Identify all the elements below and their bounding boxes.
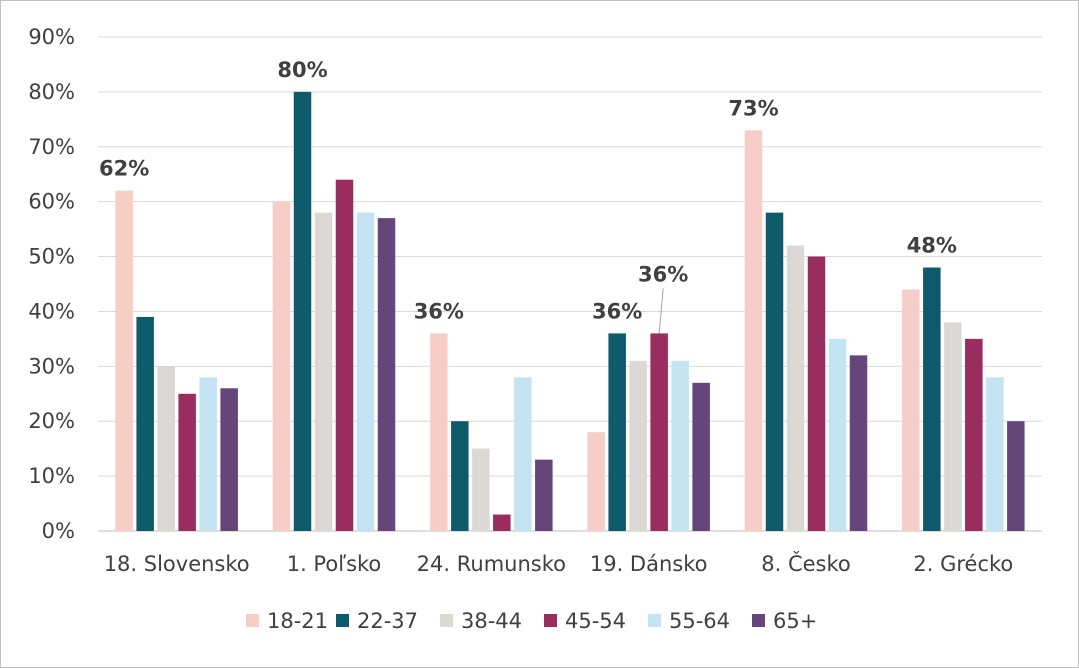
legend-swatch <box>648 614 661 627</box>
bar-55-64-1 <box>356 212 375 531</box>
bar-18-21-3 <box>587 432 605 531</box>
legend-label: 65+ <box>773 609 817 633</box>
bar-38-44-0 <box>157 366 175 531</box>
y-tick-label: 70% <box>28 135 75 159</box>
y-tick-label: 80% <box>28 80 75 104</box>
bar-65+-0 <box>220 388 238 531</box>
bar-45-54-4 <box>807 256 826 531</box>
bar-55-64-4 <box>828 338 847 531</box>
legend-swatch <box>336 614 349 627</box>
bar-55-64-5 <box>986 377 1004 531</box>
y-tick-label: 10% <box>28 464 75 488</box>
x-tick-label: 8. Česko <box>761 551 851 576</box>
data-label: 73% <box>728 96 778 120</box>
bar-18-21-0 <box>115 190 133 531</box>
data-label: 36% <box>638 262 688 286</box>
x-tick-label: 18. Slovensko <box>104 552 250 576</box>
x-tick-label: 1. Poľsko <box>287 552 382 576</box>
bar-45-54-3 <box>650 333 668 531</box>
bar-22-37-0 <box>136 316 154 531</box>
x-tick-label: 2. Grécko <box>913 552 1013 576</box>
y-tick-label: 0% <box>42 519 75 543</box>
bar-22-37-4 <box>765 212 784 531</box>
bar-38-44-5 <box>944 322 962 531</box>
data-label: 36% <box>414 299 464 323</box>
bar-45-54-5 <box>965 338 983 531</box>
legend-label: 18-21 <box>267 609 328 633</box>
bar-55-64-3 <box>671 360 689 531</box>
bar-22-37-1 <box>293 91 312 531</box>
bar-45-54-1 <box>335 179 354 531</box>
x-tick-label: 24. Rumunsko <box>417 552 566 576</box>
data-label: 80% <box>277 58 327 82</box>
bar-55-64-0 <box>199 377 217 531</box>
y-tick-label: 30% <box>28 354 75 378</box>
data-label: 36% <box>592 299 642 323</box>
bar-22-37-5 <box>923 267 941 531</box>
y-tick-label: 90% <box>28 25 75 49</box>
bar-18-21-4 <box>744 130 763 532</box>
legend-label: 45-54 <box>565 609 626 633</box>
legend-swatch <box>440 614 453 627</box>
bar-38-44-2 <box>472 448 490 531</box>
x-tick-label: 19. Dánsko <box>590 552 708 576</box>
bar-65+-3 <box>692 382 710 531</box>
legend-label: 55-64 <box>669 609 730 633</box>
bar-45-54-2 <box>493 514 511 531</box>
bar-38-44-3 <box>629 360 647 531</box>
bar-65+-1 <box>377 218 396 531</box>
bar-45-54-0 <box>178 393 196 531</box>
legend-label: 22-37 <box>357 609 418 633</box>
bar-65+-4 <box>849 355 868 531</box>
legend-swatch <box>246 614 259 627</box>
bar-22-37-2 <box>451 421 469 531</box>
y-tick-label: 60% <box>28 190 75 214</box>
legend-swatch <box>544 614 557 627</box>
bar-65+-5 <box>1007 421 1025 531</box>
bar-65+-2 <box>535 459 553 531</box>
bar-18-21-5 <box>902 289 920 531</box>
data-label-leader <box>658 288 664 334</box>
y-tick-label: 20% <box>28 409 75 433</box>
y-tick-label: 50% <box>28 245 75 269</box>
legend-swatch <box>752 614 765 627</box>
bar-55-64-2 <box>514 377 532 531</box>
bar-22-37-3 <box>608 333 626 531</box>
data-label: 48% <box>907 234 957 258</box>
bar-18-21-1 <box>272 201 291 531</box>
bar-38-44-4 <box>786 245 805 532</box>
bar-18-21-2 <box>430 333 448 531</box>
y-tick-label: 40% <box>28 299 75 323</box>
data-label: 62% <box>99 157 149 181</box>
bar-38-44-1 <box>314 212 333 531</box>
legend-label: 38-44 <box>461 609 522 633</box>
